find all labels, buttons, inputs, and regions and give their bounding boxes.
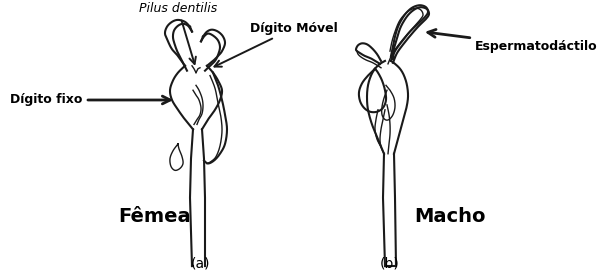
Text: Dígito Móvel: Dígito Móvel — [214, 22, 338, 67]
Text: Macho: Macho — [415, 207, 486, 227]
Text: Fêmea: Fêmea — [119, 207, 191, 227]
Text: (b): (b) — [380, 256, 400, 270]
Text: Pilus dentilis: Pilus dentilis — [139, 2, 217, 64]
Text: (a): (a) — [190, 256, 210, 270]
Text: Dígito fixo: Dígito fixo — [10, 93, 170, 106]
Text: Espermatodáctilo: Espermatodáctilo — [428, 29, 598, 53]
